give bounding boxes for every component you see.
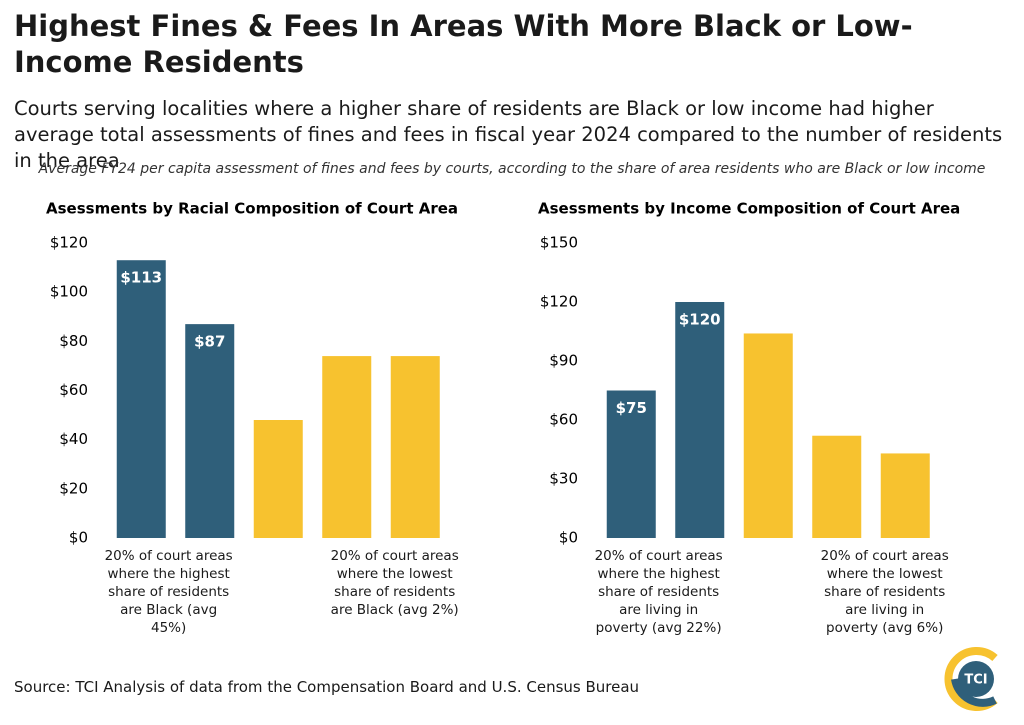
note: Average FY24 per capita assessment of fi… — [38, 161, 986, 177]
y-tick-label: $60 — [59, 381, 88, 399]
value-label: $120 — [679, 311, 721, 329]
subtitle: Courts serving localities where a higher… — [14, 97, 1003, 172]
bar — [185, 324, 235, 538]
bar — [390, 356, 440, 538]
bar — [812, 435, 862, 538]
y-tick-label: $20 — [59, 479, 88, 497]
bar — [675, 302, 725, 538]
source: Source: TCI Analysis of data from the Co… — [14, 678, 640, 696]
y-tick-label: $120 — [50, 234, 88, 252]
y-tick-label: $120 — [540, 293, 578, 311]
y-tick-label: $80 — [59, 332, 88, 350]
y-tick-label: $60 — [549, 411, 578, 429]
bar — [253, 420, 303, 538]
x-tick-label: 20% of court areas where the highest sha… — [104, 548, 233, 636]
bar — [743, 333, 793, 538]
bar — [116, 260, 166, 538]
value-label: $87 — [194, 333, 225, 351]
y-tick-label: $0 — [559, 529, 578, 547]
chart-title: Asessments by Income Composition of Cour… — [538, 200, 960, 218]
value-label: $75 — [616, 399, 647, 417]
logo-text: TCI — [964, 673, 987, 688]
y-tick-label: $30 — [549, 470, 578, 488]
y-tick-label: $40 — [59, 430, 88, 448]
y-tick-label: $100 — [50, 283, 88, 301]
x-tick-label: 20% of court areas where the lowest shar… — [820, 548, 949, 636]
chart-title: Asessments by Racial Composition of Cour… — [46, 200, 458, 218]
logo: TCI — [944, 647, 998, 711]
x-tick-label: 20% of court areas where the highest sha… — [594, 548, 723, 636]
y-tick-label: $90 — [549, 352, 578, 370]
x-tick-label: 20% of court areas where the lowest shar… — [330, 548, 459, 618]
bar — [880, 453, 930, 538]
value-label: $113 — [120, 269, 162, 287]
y-tick-label: $0 — [69, 529, 88, 547]
y-tick-label: $150 — [540, 234, 578, 252]
bar — [322, 356, 372, 538]
bar — [606, 390, 656, 538]
title: Highest Fines & Fees In Areas With More … — [14, 9, 913, 79]
